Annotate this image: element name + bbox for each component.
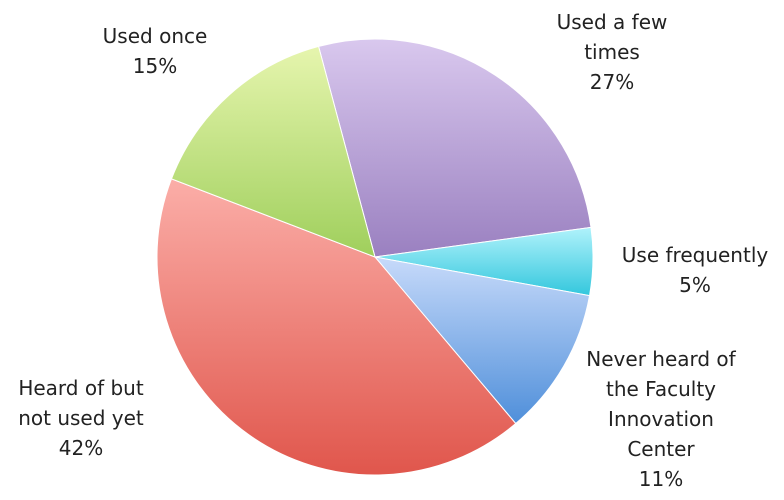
slice-category-label: Use frequently — [622, 243, 769, 267]
slice-category-label: Innovation — [608, 407, 714, 431]
slice-label: Heard of but not used yet 42% — [18, 376, 144, 460]
slice-category-label: Never heard of — [586, 347, 736, 371]
pie-slices — [156, 38, 594, 476]
slice-category-label: the Faculty — [606, 377, 716, 401]
slice-category-label: not used yet — [18, 406, 144, 430]
pie-slice — [373, 256, 591, 425]
slice-percent-label: 11% — [639, 467, 683, 491]
pie-slice — [317, 38, 592, 258]
slice-percent-label: 15% — [133, 54, 177, 78]
slice-label: Used once 15% — [103, 24, 208, 78]
slice-category-label: Used a few — [557, 10, 668, 34]
slice-label: Use frequently 5% — [622, 243, 769, 297]
slice-percent-label: 42% — [59, 436, 103, 460]
slice-category-label: Heard of but — [18, 376, 144, 400]
pie-slice — [170, 45, 376, 258]
slice-percent-label: 27% — [590, 70, 634, 94]
slice-category-label: times — [584, 40, 640, 64]
pie-labels: Used a few times 27% Use frequently 5% Never … — [18, 10, 768, 491]
pie-slice — [156, 178, 517, 476]
slice-percent-label: 5% — [679, 273, 711, 297]
slice-label: Never heard of the Faculty Innovation Cente… — [586, 347, 736, 491]
slice-category-label: Center — [627, 437, 695, 461]
slice-category-label: Used once — [103, 24, 208, 48]
slice-label: Used a few times 27% — [557, 10, 668, 94]
